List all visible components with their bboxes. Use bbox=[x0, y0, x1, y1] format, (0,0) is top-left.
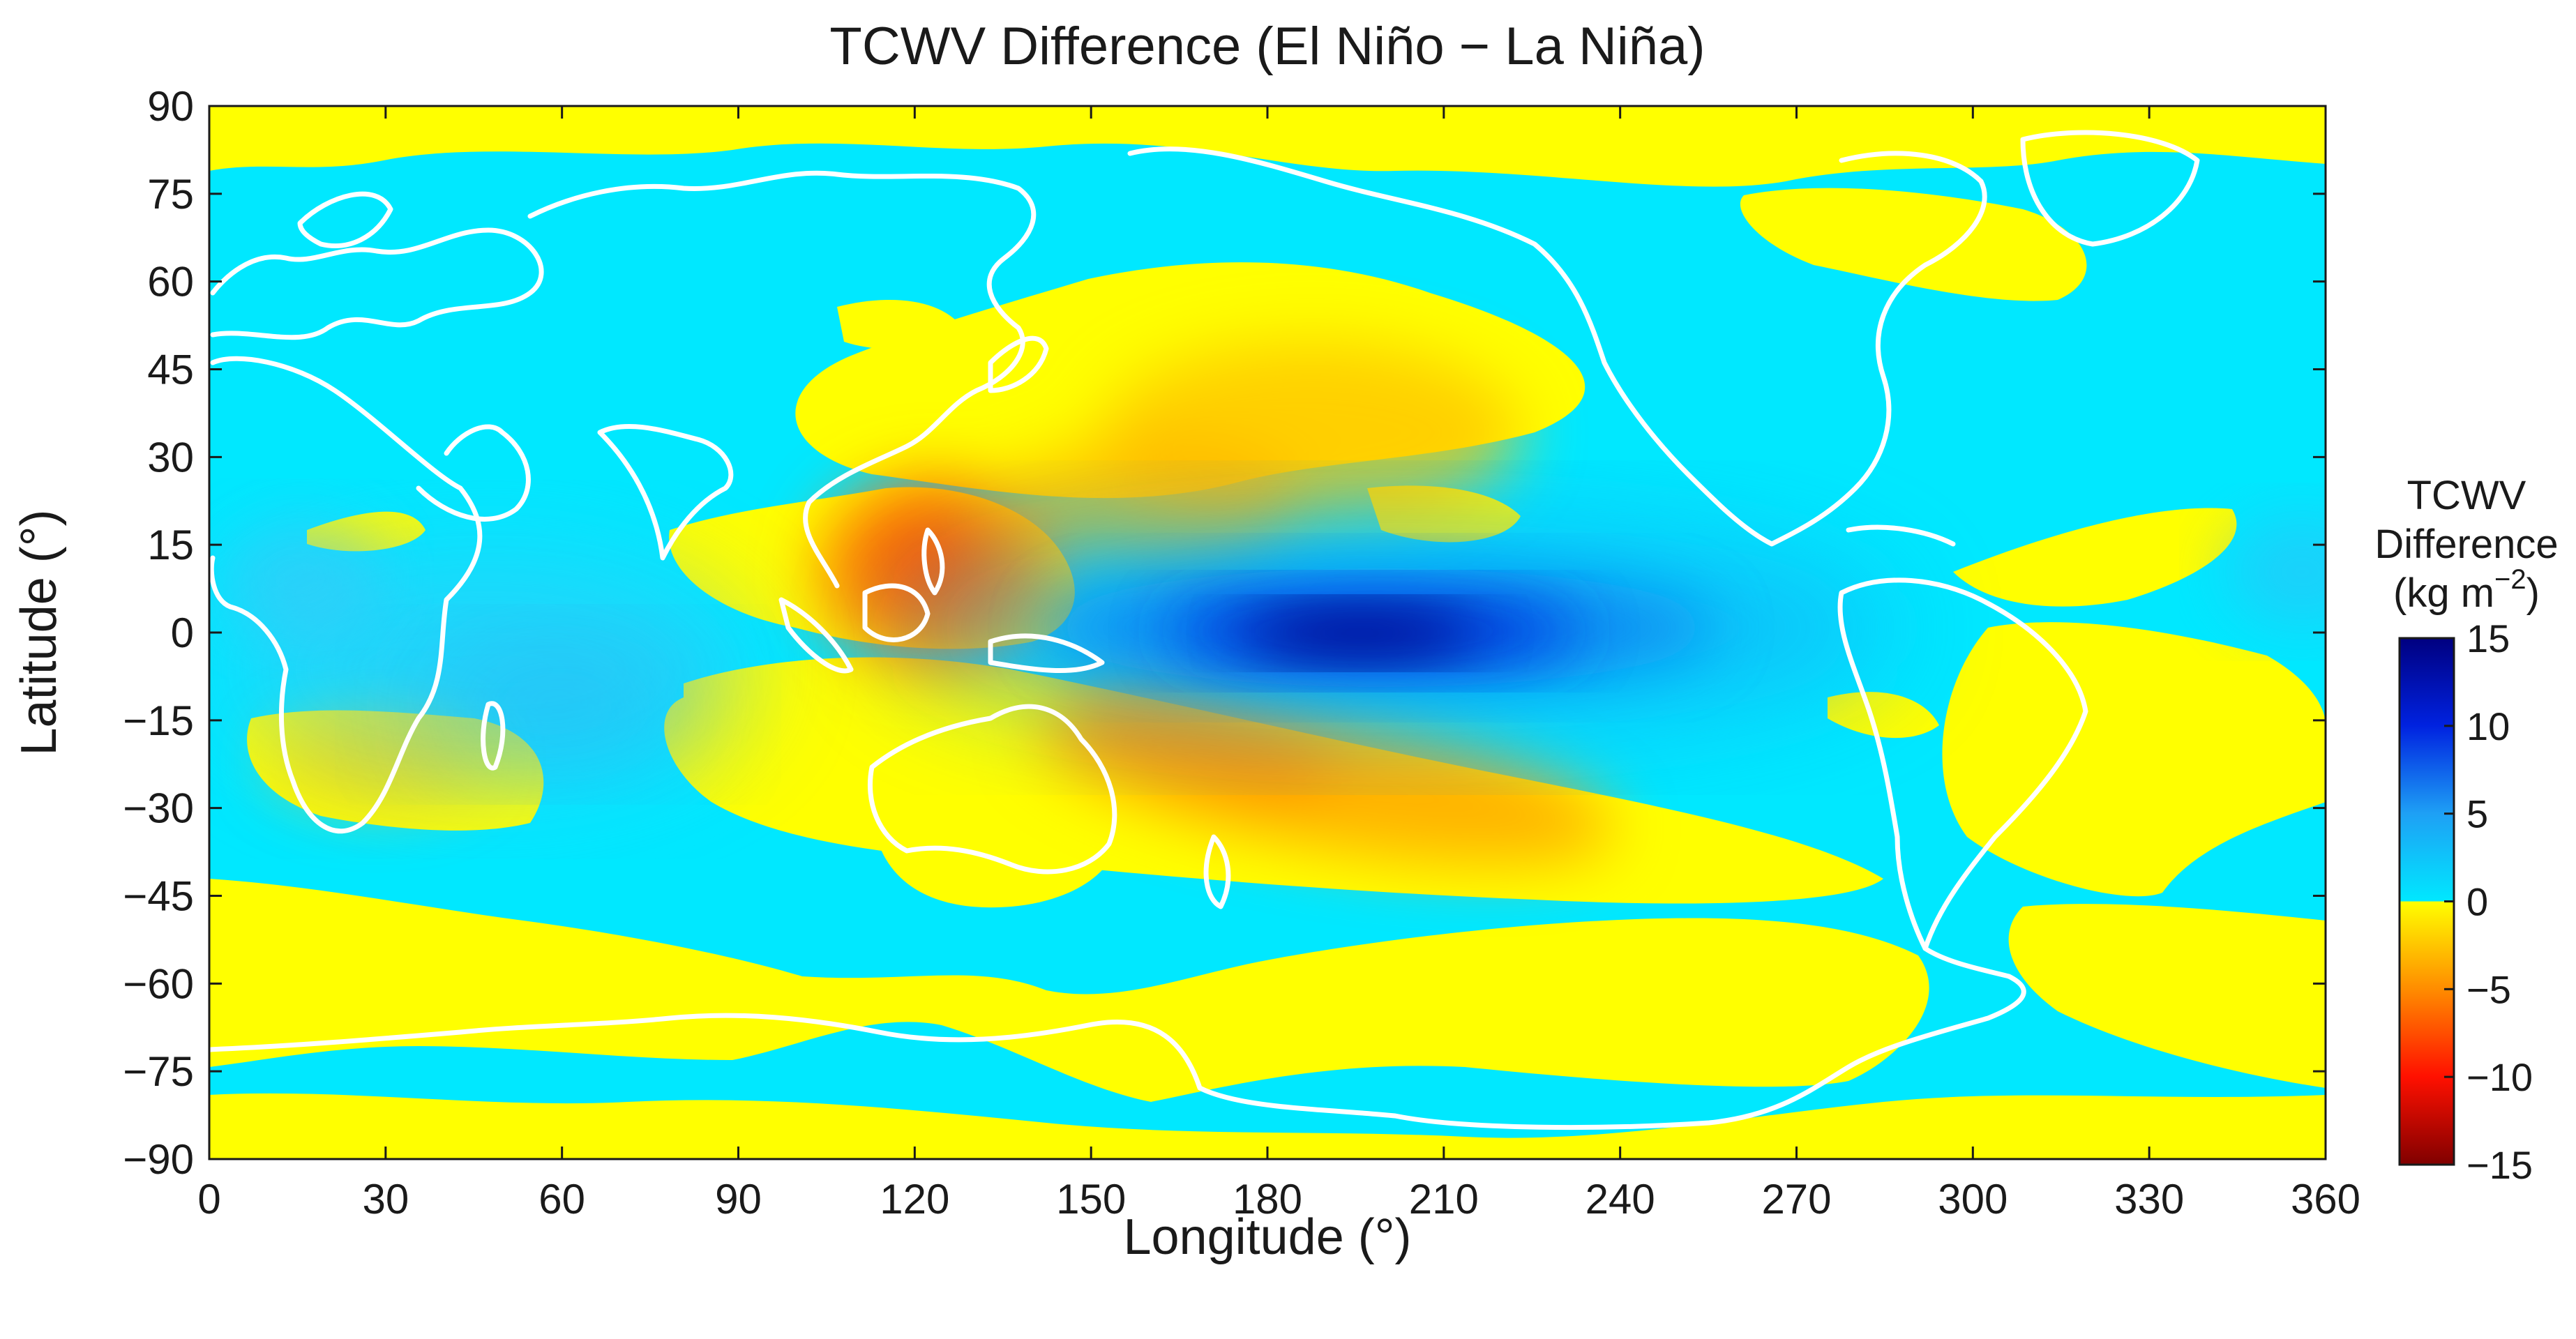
x-tick-label: 120 bbox=[880, 1176, 949, 1223]
x-tick-label: 210 bbox=[1409, 1176, 1479, 1223]
coastlines bbox=[209, 130, 2200, 1130]
coastline-sumatra bbox=[778, 597, 854, 674]
south-atlantic-yellow bbox=[1942, 622, 2326, 897]
x-tick-label: 60 bbox=[538, 1176, 585, 1223]
chart-title: TCWV Difference (El Niño − La Niña) bbox=[829, 17, 1705, 76]
central-pacific-max bbox=[1242, 609, 1479, 658]
x-tick-label: 240 bbox=[1585, 1176, 1655, 1223]
x-tick-label: 0 bbox=[197, 1176, 220, 1223]
colorbar-tick-label: 5 bbox=[2466, 792, 2488, 836]
antarctic-yellow bbox=[209, 1093, 2326, 1159]
coastline-europe bbox=[210, 227, 544, 340]
y-tick-label: 30 bbox=[147, 434, 194, 481]
x-axis-label: Longitude (°) bbox=[1123, 1209, 1411, 1265]
y-tick-label: 15 bbox=[147, 522, 194, 568]
colorbar-unit-exponent: −2 bbox=[2494, 564, 2526, 595]
positive-intensity bbox=[216, 516, 2326, 788]
arctic-band bbox=[209, 106, 2326, 187]
colorbar-unit-base: (kg m bbox=[2393, 570, 2494, 616]
colorbar-tick-label: −15 bbox=[2466, 1143, 2533, 1187]
x-axis-ticks: 0 30 60 90 120 150 180 210 240 270 300 330 360 bbox=[197, 106, 2360, 1223]
colorbar-title-line2: Difference bbox=[2374, 522, 2558, 567]
coastline-north-america bbox=[1127, 146, 1987, 547]
x-tick-label: 330 bbox=[2114, 1176, 2184, 1223]
x-tick-label: 30 bbox=[362, 1176, 409, 1223]
coastline-scandinavia bbox=[297, 191, 393, 249]
coastline-arabia bbox=[416, 424, 531, 522]
colorbar-title-line3: (kg m−2) bbox=[2393, 564, 2540, 616]
x-tick-label: 180 bbox=[1233, 1176, 1302, 1223]
x-tick-label: 360 bbox=[2291, 1176, 2360, 1223]
coastline-africa bbox=[209, 356, 483, 834]
negative-intensity bbox=[272, 342, 1614, 864]
map-plot-area: 0 30 60 90 120 150 180 210 240 270 300 330 360 90756… bbox=[123, 83, 2360, 1223]
y-tick-label: 75 bbox=[147, 171, 194, 218]
y-tick-label: −30 bbox=[123, 785, 194, 832]
coastline-philippines bbox=[921, 527, 945, 596]
y-tick-label: −90 bbox=[123, 1136, 194, 1183]
colorbar-tick-label: 0 bbox=[2466, 880, 2488, 924]
colorbar-tick-label: 10 bbox=[2466, 704, 2510, 748]
y-tick-label: −75 bbox=[123, 1048, 194, 1095]
colorbar-tick-label: −5 bbox=[2466, 967, 2511, 1011]
north-america-yellow bbox=[1740, 188, 2087, 301]
y-tick-label: −15 bbox=[123, 697, 194, 744]
y-tick-label: 90 bbox=[147, 83, 194, 130]
southern-ocean-yellow bbox=[209, 879, 1929, 1102]
coastline-australia bbox=[867, 704, 1117, 875]
x-tick-label: 150 bbox=[1056, 1176, 1126, 1223]
coastline-borneo bbox=[862, 583, 931, 642]
y-tick-label: −60 bbox=[123, 960, 194, 1007]
colorbar-ticks: 15 10 5 0 −5 −10 −15 bbox=[2444, 616, 2533, 1187]
x-tick-label: 270 bbox=[1761, 1176, 1831, 1223]
coastline-madagascar bbox=[481, 701, 506, 771]
coastline-caribbean bbox=[1846, 524, 1956, 547]
colorbar-tick-label: 15 bbox=[2466, 616, 2510, 660]
coastline-antarctic-peninsula bbox=[1922, 946, 2012, 979]
y-tick-label: 45 bbox=[147, 347, 194, 393]
coastline-asia-north bbox=[527, 170, 1037, 589]
x-tick-label: 300 bbox=[1938, 1176, 2008, 1223]
y-axis-label: Latitude (°) bbox=[11, 510, 67, 756]
y-tick-label: 60 bbox=[147, 259, 194, 305]
tcwv-field bbox=[209, 106, 2326, 1159]
west-africa-max bbox=[216, 516, 384, 642]
coastline-greenland bbox=[2020, 130, 2200, 247]
coastline-india bbox=[597, 423, 734, 561]
coastline-new-zealand bbox=[1203, 834, 1231, 909]
europe-yellow bbox=[837, 300, 963, 349]
y-tick-label: 0 bbox=[171, 610, 194, 656]
colorbar-title-line1: TCWV bbox=[2407, 473, 2526, 518]
coastline-antarctica bbox=[209, 974, 2026, 1130]
east-atlantic-south-yellow bbox=[2008, 904, 2326, 1088]
atlantic-equatorial-max bbox=[2225, 516, 2326, 628]
australia-yellow bbox=[872, 789, 1119, 908]
coastline-japan bbox=[988, 335, 1049, 393]
colorbar-tick-label: −10 bbox=[2466, 1055, 2533, 1099]
y-axis-ticks: 90 75 60 45 30 15 0 −15 −30 −45 −60 −75 −90 bbox=[123, 83, 2326, 1183]
x-tick-label: 90 bbox=[715, 1176, 762, 1223]
coastline-new-guinea bbox=[988, 633, 1105, 673]
colorbar-unit-close: ) bbox=[2526, 570, 2540, 616]
colorbar: TCWV Difference (kg m−2) 15 10 5 0 −5 −10 −15 bbox=[2374, 473, 2558, 1187]
y-tick-label: −45 bbox=[123, 873, 194, 920]
indian-ocean-core bbox=[419, 642, 698, 767]
coastline-south-america bbox=[1837, 577, 2088, 951]
atlantic-south-yellow bbox=[1828, 692, 1939, 739]
atlantic-north-yellow bbox=[1953, 508, 2237, 607]
